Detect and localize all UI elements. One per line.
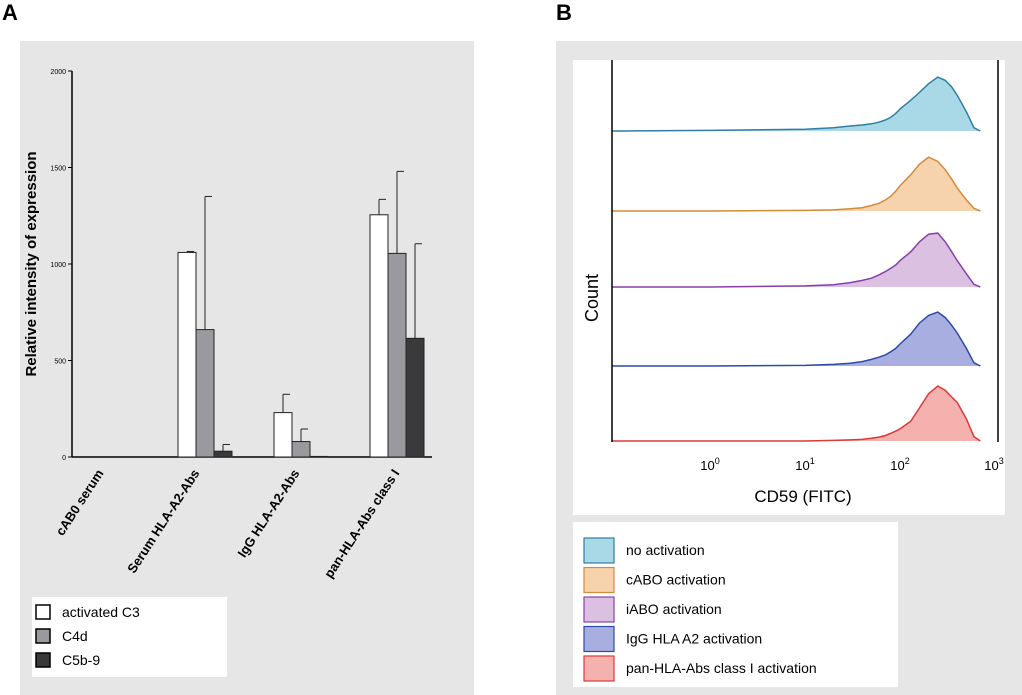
histogram-fill-1 [612,157,981,211]
bar-c5b-9 [309,455,329,458]
legend-swatch [35,628,51,644]
panel-b-label: B [556,0,572,25]
histogram-traces [612,76,981,442]
legend-label: iABO activation [626,601,722,617]
y-tick-label: 2000 [50,69,66,76]
histogram-line-4 [612,385,981,442]
histogram-line-1 [612,156,981,212]
legend-label: no activation [626,542,705,558]
histogram-line-2 [612,232,981,288]
x-tick-label: 102 [890,456,909,473]
y-axis-label: Count [582,274,602,322]
legend-label: IgG HLA A2 activation [626,631,762,647]
legend-label: cABO activation [626,572,726,588]
x-axis-label: CD59 (FITC) [754,487,851,506]
histogram-legend-box [573,522,898,687]
legend-swatch [583,537,615,564]
y-tick-label: 500 [54,359,66,366]
legend-swatch [35,604,51,620]
legend-swatch [583,566,615,594]
y-axis-label: Relative intensity of expression [23,151,40,376]
histogram-line-3 [612,311,981,367]
panel-a-label: A [2,0,18,25]
y-tick-label: 0 [62,455,66,462]
histogram-line-0 [612,76,981,132]
legend-swatch [35,652,51,668]
legend-label: activated C3 [62,604,140,620]
y-tick-label: 1500 [50,166,66,173]
legend-box [32,597,227,677]
legend-label: pan-HLA-Abs class I activation [626,660,817,676]
histogram-legend: no activation cABO activation iABO activat… [583,537,817,682]
legend-swatch [583,625,615,653]
histogram-fill-3 [612,312,981,366]
histogram-axes: 100 101 102 103 CD59 (FITC) Count [582,60,1004,506]
bar-chart-bars [177,170,425,458]
x-tick-label: 101 [795,456,814,473]
x-tick-label: 100 [700,456,719,473]
legend-swatch [583,655,615,682]
histogram-fill-2 [612,233,981,287]
histogram-fill-4 [612,386,981,441]
legend-label: C4d [62,628,88,644]
x-tick-label: 103 [984,456,1003,473]
legend-swatch [583,596,615,623]
bar-chart-legend: activated C3 C4d C5b-9 [32,597,227,677]
legend-label: C5b-9 [62,652,100,668]
y-tick-label: 1000 [50,262,66,269]
